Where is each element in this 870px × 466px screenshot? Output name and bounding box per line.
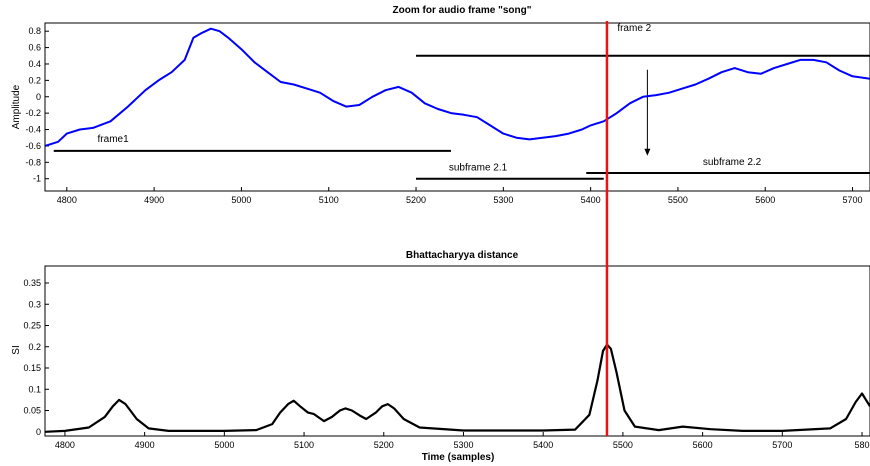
distance-line	[44, 343, 870, 433]
distance-panel: Bhattacharyya distance SI Time (samples)…	[11, 250, 870, 463]
bottom-y-tick-label: 0.05	[23, 406, 41, 416]
top-y-tick-label: 0.8	[28, 26, 41, 36]
bottom-chart-title: Bhattacharyya distance	[406, 250, 519, 261]
bottom-y-tick-label: 0.2	[28, 342, 41, 352]
bottom-y-tick-label: 0.3	[28, 299, 41, 309]
top-y-tick-label: 0	[36, 92, 41, 102]
amplitude-series	[44, 27, 870, 147]
bottom-axis-ticks: 4800 4900 5000 5100 5200 5300 5400 5500 5600 5700…	[23, 278, 869, 450]
bottom-y-tick-label: 0	[36, 427, 41, 437]
top-segments	[53, 54, 870, 180]
top-y-tick-label: 0.4	[28, 59, 41, 69]
top-y-tick-label: -0.4	[25, 125, 41, 135]
top-y-tick-label: 0.6	[28, 43, 41, 53]
top-x-tick-label: 5600	[755, 195, 775, 205]
top-axis-ticks: 4800 4900 5000 5100 5200 5300 5400 5500 5600 5700…	[25, 26, 862, 205]
top-x-tick-label: 4800	[57, 195, 77, 205]
bottom-x-tick-label: 5200	[374, 440, 394, 450]
top-x-tick-label: 5500	[668, 195, 688, 205]
top-x-tick-label: 5300	[493, 195, 513, 205]
bottom-x-tick-label: 5300	[453, 440, 473, 450]
bottom-y-axis-label: SI	[11, 345, 22, 354]
top-y-axis-label: Amplitude	[11, 84, 22, 129]
top-x-tick-label: 5200	[406, 195, 426, 205]
top-x-tick-label: 5100	[319, 195, 339, 205]
bottom-x-tick-label: 5500	[613, 440, 633, 450]
top-annotations: frame1 frame 2 subframe 2.1 subframe 2.2	[98, 23, 762, 173]
top-y-tick-label: -1	[33, 174, 41, 184]
arrow-head	[644, 148, 651, 156]
annotation-subframe-2-1: subframe 2.1	[449, 163, 508, 174]
bottom-plot-frame	[44, 265, 870, 437]
top-chart-title: Zoom for audio frame "song"	[393, 5, 532, 16]
bottom-y-tick-label: 0.35	[23, 278, 41, 288]
top-x-tick-label: 5000	[231, 195, 251, 205]
annotation-frame1: frame1	[98, 134, 130, 145]
bottom-x-tick-label: 4900	[135, 440, 155, 450]
bottom-x-axis-label: Time (samples)	[422, 452, 495, 463]
bottom-x-tick-label: 4800	[55, 440, 75, 450]
amplitude-line	[44, 27, 870, 147]
bottom-x-tick-label: 5600	[693, 440, 713, 450]
bottom-x-tick-label: 5000	[214, 440, 234, 450]
amplitude-panel: Zoom for audio frame "song" Amplitude 48…	[11, 5, 870, 205]
top-plot-frame	[44, 22, 870, 192]
annotation-frame2: frame 2	[617, 23, 651, 34]
top-x-tick-label: 5400	[581, 195, 601, 205]
bottom-y-tick-label: 0.15	[23, 363, 41, 373]
top-x-tick-label: 5700	[843, 195, 863, 205]
top-y-tick-label: -0.6	[25, 141, 41, 151]
bottom-x-tick-label: 5100	[294, 440, 314, 450]
bottom-y-tick-label: 0.25	[23, 321, 41, 331]
annotation-subframe-2-2: subframe 2.2	[703, 157, 762, 168]
top-x-tick-label: 4900	[144, 195, 164, 205]
top-y-tick-label: 0.2	[28, 75, 41, 85]
bottom-x-tick-label: 580	[855, 440, 870, 450]
bottom-x-tick-label: 5400	[533, 440, 553, 450]
top-y-tick-label: -0.8	[25, 157, 41, 167]
bottom-x-tick-label: 5700	[772, 440, 792, 450]
bottom-y-tick-label: 0.1	[28, 384, 41, 394]
distance-series	[44, 343, 870, 433]
top-y-tick-label: -0.2	[25, 108, 41, 118]
